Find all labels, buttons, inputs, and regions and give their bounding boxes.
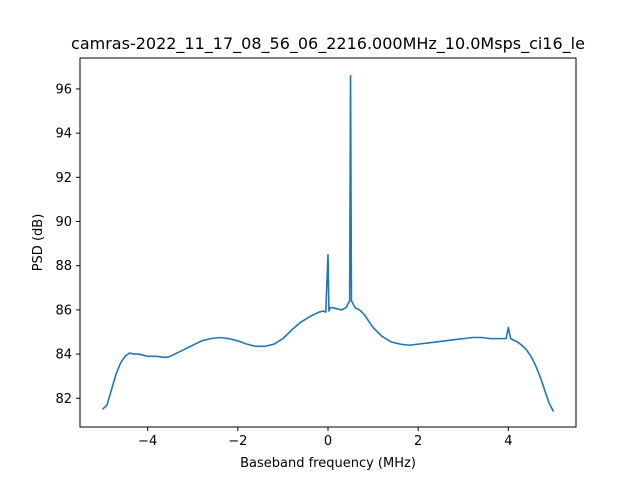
x-tick-label: 2 <box>414 434 422 449</box>
x-tick-label: −4 <box>138 434 157 449</box>
x-axis-label: Baseband frequency (MHz) <box>240 456 416 471</box>
x-tick-label: 0 <box>324 434 332 449</box>
y-tick-label: 90 <box>55 215 72 230</box>
plot-frame <box>79 57 577 428</box>
plot-area <box>101 74 555 412</box>
x-tick-label: −2 <box>228 434 247 449</box>
y-axis: 82 84 86 88 90 92 94 96 <box>55 82 80 407</box>
y-tick-label: 88 <box>55 259 72 274</box>
y-tick-label: 94 <box>55 127 72 142</box>
x-tick-label: 4 <box>504 434 512 449</box>
y-tick-label: 96 <box>55 82 72 97</box>
y-tick-label: 82 <box>55 392 72 407</box>
y-tick-label: 86 <box>55 303 72 318</box>
y-axis-label: PSD (dB) <box>31 214 46 272</box>
y-tick-label: 92 <box>55 171 72 186</box>
x-axis: −4 −2 0 2 4 <box>138 427 513 449</box>
psd-series-line <box>101 74 555 412</box>
chart-title: camras-2022_11_17_08_56_06_2216.000MHz_1… <box>71 34 585 54</box>
y-tick-label: 84 <box>55 348 72 363</box>
